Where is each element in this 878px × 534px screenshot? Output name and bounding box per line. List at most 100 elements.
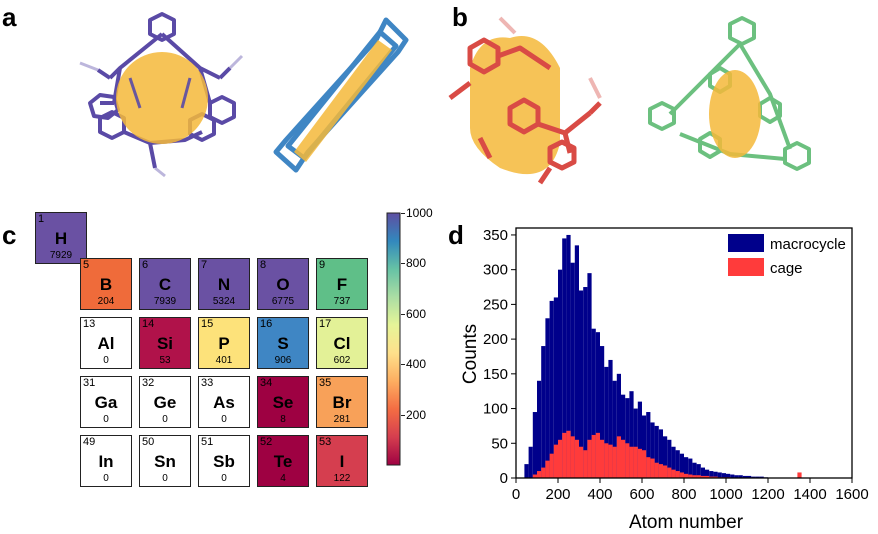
- element-symbol: Br: [332, 393, 352, 412]
- atomic-number: 14: [142, 318, 155, 330]
- cage-bar: [633, 446, 638, 478]
- element-symbol: B: [99, 275, 113, 294]
- cage-bar: [532, 474, 537, 478]
- macrocycle-bar: [595, 332, 600, 478]
- macrocycle-bar: [717, 472, 722, 478]
- colorbar-tick-mark: [401, 213, 405, 214]
- x-tick-label: 1600: [835, 486, 868, 503]
- cage-bar: [541, 467, 546, 478]
- x-tick-label: 1200: [751, 486, 784, 503]
- atomic-number: 15: [201, 318, 214, 330]
- macrocycle-bar: [524, 464, 529, 478]
- element-symbol: I: [339, 452, 345, 471]
- atomic-number: 53: [319, 436, 332, 448]
- element-count: 602: [333, 355, 351, 366]
- cage-bar: [650, 458, 655, 478]
- x-tick-label: 1000: [709, 486, 742, 503]
- cage-bar: [600, 439, 605, 478]
- x-tick-label: 200: [545, 486, 570, 503]
- cage-bar: [574, 439, 579, 478]
- colorbar-tick-label: 400: [406, 357, 427, 372]
- macrocycle-bar: [545, 318, 550, 478]
- element-count: 122: [333, 473, 351, 484]
- macrocycle-bar: [692, 462, 697, 478]
- macrocycle-bar: [541, 346, 546, 478]
- cage-bar: [642, 450, 647, 478]
- element-count: 7939: [153, 296, 177, 307]
- element-cell-c: 6 C 7939: [139, 258, 191, 310]
- y-tick-label: 300: [483, 262, 508, 279]
- macrocycle-bar: [709, 471, 714, 478]
- element-symbol: Sb: [213, 452, 235, 471]
- cage-bar: [558, 439, 563, 478]
- cage-bar: [671, 469, 676, 478]
- cage-bar: [537, 471, 542, 478]
- cage-bar: [679, 472, 684, 478]
- colorbar-tick-mark: [401, 263, 405, 265]
- macrocycle-bar: [537, 380, 542, 478]
- element-symbol: Al: [97, 334, 115, 353]
- x-tick-label: 600: [629, 486, 654, 503]
- cage-bar: [595, 432, 600, 478]
- cage-bar: [688, 474, 693, 478]
- element-count: 7929: [49, 250, 73, 261]
- cage-bar: [545, 460, 550, 478]
- macrocycle-bar: [759, 476, 764, 478]
- chart-axes: 0 200 400 600 800 1000 1200 1400 1600 0 50 100 150 20…: [483, 227, 869, 503]
- colorbar: [386, 212, 401, 466]
- macrocycle-bar: [696, 464, 701, 478]
- atomic-number: 49: [83, 436, 96, 448]
- legend-swatch: [728, 258, 764, 276]
- cage-bar: [700, 475, 705, 478]
- cage-bar: [713, 476, 718, 478]
- y-tick-label: 350: [483, 227, 508, 244]
- macrocycle-bar: [574, 245, 579, 478]
- green-macrocycle-molecule: [648, 16, 811, 171]
- y-tick-label: 0: [500, 470, 508, 487]
- atomic-number: 1: [38, 213, 45, 225]
- macrocycle-bar: [738, 475, 743, 478]
- macrocycle-bar: [747, 475, 752, 478]
- cage-bar: [675, 471, 680, 478]
- macrocycle-bar: [625, 398, 630, 478]
- atomic-number: 9: [319, 259, 326, 271]
- macrocycle-bar: [688, 458, 693, 478]
- element-symbol: Te: [273, 452, 293, 471]
- macrocycle-bar: [612, 380, 617, 478]
- element-symbol: Se: [272, 393, 294, 412]
- element-count: 401: [215, 355, 233, 366]
- red-cage-molecule: [448, 16, 602, 185]
- x-axis-label: Atom number: [629, 512, 744, 532]
- macrocycle-bars: [524, 234, 768, 478]
- atomic-number: 35: [319, 377, 332, 389]
- macrocycle-bar: [616, 373, 621, 478]
- cage-bar: [616, 436, 621, 478]
- macrocycle-bar: [658, 429, 663, 478]
- macrocycle-bar: [532, 412, 537, 478]
- cage-bar: [621, 439, 626, 478]
- element-symbol: Cl: [333, 334, 351, 353]
- colorbar-tick-mark: [401, 414, 405, 416]
- cage-bar: [654, 462, 659, 478]
- element-count: 0: [103, 414, 109, 425]
- macrocycle-bar: [663, 436, 668, 478]
- atomic-number: 51: [201, 436, 214, 448]
- panel-label-b: b: [452, 2, 468, 32]
- cage-bar: [604, 443, 609, 478]
- macrocycle-bar: [570, 262, 575, 478]
- element-symbol: Sn: [154, 452, 176, 471]
- macrocycle-bar: [755, 476, 760, 478]
- element-cell-o: 8 O 6775: [257, 258, 309, 310]
- atomic-number: 17: [319, 318, 332, 330]
- macrocycle-bar: [675, 450, 680, 478]
- element-symbol: Si: [156, 334, 174, 353]
- cage-bar: [705, 475, 710, 478]
- element-cell-n: 7 N 5324: [198, 258, 250, 310]
- element-cell-ga: 31 Ga 0: [80, 376, 132, 428]
- macrocycle-bar: [684, 457, 689, 478]
- cage-bar: [692, 475, 697, 478]
- element-symbol: As: [213, 393, 235, 412]
- panel-label-d: d: [448, 220, 464, 250]
- x-tick-label: 800: [671, 486, 696, 503]
- element-symbol: P: [218, 334, 230, 353]
